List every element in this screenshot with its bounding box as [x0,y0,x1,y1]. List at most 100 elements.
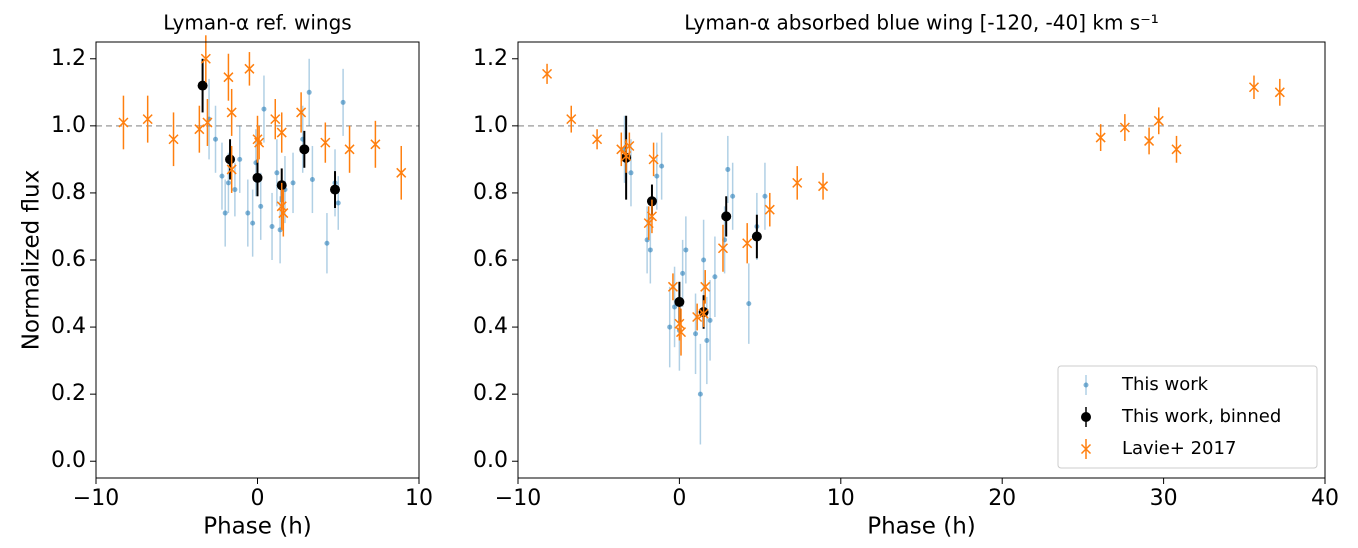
cross-marker [764,204,775,215]
legend-label: This work [1121,374,1209,395]
point [697,391,703,397]
legend-label: This work, binned [1121,406,1281,427]
chart-title: Lyman-α ref. wings [163,11,351,35]
cross-marker [254,137,265,148]
y-tick-label: 1.2 [51,46,86,71]
point [245,210,251,216]
x-tick-label: 0 [251,486,265,511]
point [290,180,296,186]
point [1083,382,1089,388]
point [306,89,312,95]
cross-marker [270,114,281,125]
y-tick-label: 0.2 [51,381,86,406]
point [269,223,275,229]
point [213,136,219,142]
cross-marker [320,137,331,148]
cross-marker [1153,115,1164,126]
point [258,203,264,209]
cross-marker [118,117,129,128]
cross-marker [278,208,289,219]
cross-marker [675,327,687,338]
binned-point [751,231,762,242]
y-tick-label: 0.8 [473,180,508,205]
point [667,324,673,330]
x-tick-label: −10 [495,486,541,511]
y-tick-label: 0.4 [473,314,508,339]
cross-marker [244,63,255,74]
chart-title: Lyman-α absorbed blue wing [-120, -40] k… [684,11,1159,35]
cross-marker [344,144,355,155]
point [232,187,238,193]
x-tick-label: 10 [827,486,855,511]
point [746,301,752,307]
binned-point [252,172,263,183]
point [654,173,660,179]
binned-point [225,154,236,165]
cross-marker [566,114,577,125]
point [707,317,713,323]
point [730,193,736,199]
cross-marker [168,134,179,145]
x-tick-label: 20 [988,486,1016,511]
axes-frame [517,41,1326,479]
point [712,274,718,280]
binned-point [721,211,732,222]
binned-point [1081,412,1091,422]
point [704,337,710,343]
point [680,270,686,276]
cross-marker [717,243,729,254]
cross-marker [742,238,753,249]
point [309,177,315,183]
cross-marker [1095,132,1106,143]
cross-marker [700,281,711,292]
binned-point [330,184,341,195]
binned-point [299,144,310,155]
cross-marker [1171,144,1182,155]
y-axis-label: Normalized flux [19,170,45,350]
binned-point [674,296,685,307]
y-tick-label: 0.2 [473,381,508,406]
cross-marker [692,311,703,323]
cross-marker [142,114,153,125]
cross-marker [370,139,381,150]
point [340,99,346,105]
point [219,173,225,179]
cross-marker [1248,82,1260,93]
point [762,193,768,199]
y-tick-label: 0.4 [51,314,86,339]
cross-marker [223,72,234,83]
x-tick-label: 30 [1150,486,1178,511]
cross-marker [276,127,287,138]
point [701,257,707,263]
point [222,210,228,216]
x-tick-label: 10 [405,486,433,511]
point [274,170,280,176]
point [672,304,678,310]
y-tick-label: 0.6 [51,247,86,272]
y-tick-label: 0.6 [473,247,508,272]
cross-marker [1144,135,1155,146]
cross-marker [818,181,829,192]
x-tick-label: 0 [672,486,686,511]
point [683,247,689,253]
point [261,106,267,112]
cross-marker [624,140,635,151]
point [647,247,653,253]
cross-marker [616,144,627,155]
cross-marker [194,124,205,135]
cross-marker [792,177,803,188]
legend-box [1057,365,1318,469]
x-tick-label: −10 [73,486,119,511]
cross-marker [1119,122,1130,133]
x-axis-label: Phase (h) [867,514,976,540]
point [225,180,231,186]
point [693,331,699,337]
point [250,220,256,226]
binned-point [197,80,208,91]
cross-marker [296,107,307,118]
cross-marker [648,154,659,165]
x-axis-label: Phase (h) [203,514,312,540]
cross-marker [667,281,678,292]
cross-marker [396,167,407,178]
